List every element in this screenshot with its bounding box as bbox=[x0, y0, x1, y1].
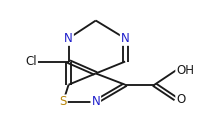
Text: OH: OH bbox=[176, 64, 194, 77]
Text: S: S bbox=[59, 95, 67, 108]
Text: OH: OH bbox=[176, 64, 194, 77]
Text: N: N bbox=[91, 95, 100, 108]
Text: S: S bbox=[59, 95, 67, 108]
Text: Cl: Cl bbox=[25, 55, 37, 68]
Text: N: N bbox=[121, 32, 129, 45]
Text: O: O bbox=[176, 93, 186, 106]
Text: N: N bbox=[64, 32, 73, 45]
Text: N: N bbox=[121, 32, 129, 45]
Text: Cl: Cl bbox=[25, 55, 37, 68]
Text: N: N bbox=[64, 32, 73, 45]
Text: N: N bbox=[91, 95, 100, 108]
Text: O: O bbox=[176, 93, 186, 106]
